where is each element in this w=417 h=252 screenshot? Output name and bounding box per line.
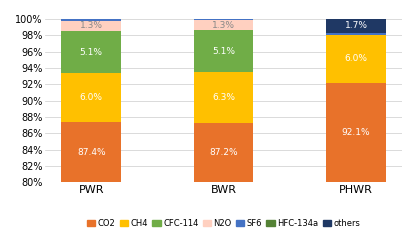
- Text: 6.0%: 6.0%: [344, 54, 367, 64]
- Bar: [61, 19, 121, 21]
- Bar: [326, 35, 386, 83]
- Text: 87.2%: 87.2%: [209, 148, 238, 157]
- Text: 5.1%: 5.1%: [80, 48, 103, 56]
- Text: 6.3%: 6.3%: [212, 93, 235, 102]
- Text: 1.3%: 1.3%: [80, 21, 103, 30]
- Bar: [194, 123, 254, 182]
- Bar: [61, 122, 121, 182]
- Bar: [194, 20, 254, 30]
- Legend: CO2, CH4, CFC-114, N2O, SF6, HFC-134a, others: CO2, CH4, CFC-114, N2O, SF6, HFC-134a, o…: [84, 216, 364, 231]
- Text: 6.0%: 6.0%: [80, 93, 103, 102]
- Bar: [194, 19, 254, 20]
- Bar: [326, 83, 386, 182]
- Bar: [194, 72, 254, 123]
- Bar: [326, 33, 386, 35]
- Bar: [61, 73, 121, 122]
- Text: 92.1%: 92.1%: [342, 128, 370, 137]
- Text: 1.7%: 1.7%: [344, 21, 367, 30]
- Bar: [61, 31, 121, 73]
- Text: 1.3%: 1.3%: [212, 21, 235, 30]
- Text: 5.1%: 5.1%: [212, 47, 235, 56]
- Text: 87.4%: 87.4%: [77, 147, 106, 156]
- Bar: [194, 30, 254, 72]
- Bar: [61, 21, 121, 31]
- Bar: [326, 19, 386, 33]
